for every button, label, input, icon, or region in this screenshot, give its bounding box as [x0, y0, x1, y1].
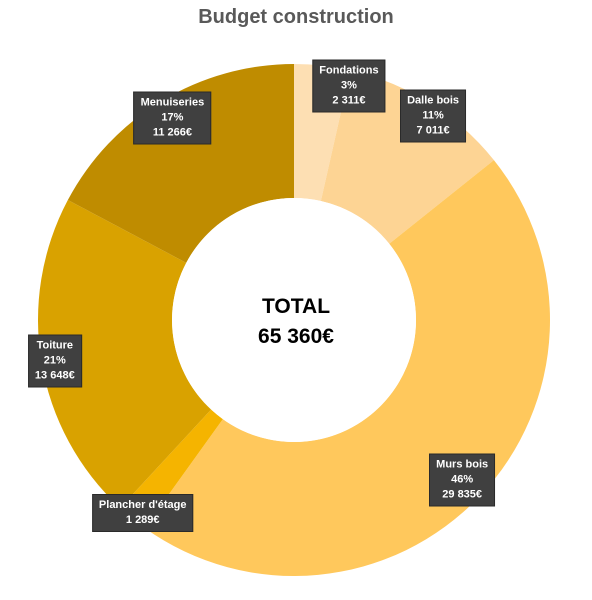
chart-title: Budget construction [198, 6, 394, 28]
data-label-amount: 29 835€ [442, 488, 483, 501]
data-label-name: Plancher d'étage [98, 499, 187, 512]
data-label-name: Dalle bois [407, 94, 460, 107]
data-label-name: Menuiseries [140, 96, 205, 109]
donut-hole [172, 198, 416, 442]
data-label: Plancher d'étage 1 289€ [91, 494, 194, 533]
data-label-amount: 2 311€ [332, 94, 366, 107]
data-label-amount: 13 648€ [34, 369, 75, 382]
data-label: Dalle bois 11% 7 011€ [400, 89, 467, 143]
total-label: TOTAL 65 360€ [258, 292, 334, 352]
data-label-percent: 21% [43, 354, 66, 367]
data-label-name: Toiture [36, 339, 74, 352]
data-label-amount: 11 266€ [152, 126, 192, 139]
data-label: Murs bois 46% 29 835€ [429, 453, 496, 507]
data-label-amount: 7 011€ [416, 124, 450, 137]
data-label-amount: 1 289€ [125, 514, 160, 527]
data-label-percent: 11% [422, 109, 444, 122]
total-value: 65 360€ [258, 325, 334, 348]
data-label: Menuiseries 17% 11 266€ [133, 91, 212, 145]
data-label-percent: 3% [340, 79, 357, 92]
slice-menuiseries [67, 64, 295, 263]
data-label-name: Murs bois [436, 458, 489, 471]
data-label: Fondations 3% 2 311€ [312, 59, 386, 113]
data-label: Toiture 21% 13 648€ [27, 334, 82, 388]
total-caption: TOTAL [261, 295, 331, 318]
data-label-percent: 17% [161, 111, 184, 124]
slice-dalle-bois [320, 70, 494, 244]
data-label-percent: 46% [451, 473, 474, 486]
slice-toiture [37, 200, 212, 508]
data-label-name: Fondations [319, 64, 379, 77]
